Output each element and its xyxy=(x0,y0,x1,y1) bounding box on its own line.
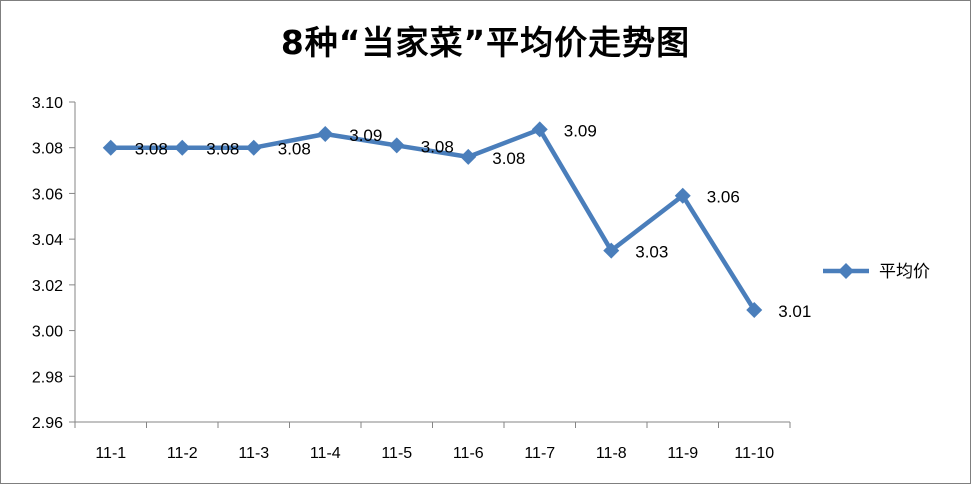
data-point xyxy=(674,187,691,204)
x-tick-label: 11-3 xyxy=(238,445,269,462)
data-label: 3.08 xyxy=(135,140,168,159)
y-tick-label: 2.98 xyxy=(32,369,63,386)
chart-title: 8种“当家菜”平均价走势图 xyxy=(280,23,691,62)
x-tick-label: 11-4 xyxy=(310,445,341,462)
x-tick-label: 11-6 xyxy=(453,445,484,462)
data-point xyxy=(102,139,119,156)
x-tick-label: 11-9 xyxy=(667,445,698,462)
y-tick-label: 3.04 xyxy=(32,232,63,249)
data-label: 3.09 xyxy=(349,126,382,145)
data-point xyxy=(245,139,262,156)
data-point xyxy=(388,137,405,154)
data-point xyxy=(460,148,477,165)
y-tick-label: 3.00 xyxy=(32,324,63,341)
data-label: 3.01 xyxy=(778,302,811,321)
y-tick-label: 2.96 xyxy=(32,415,63,432)
data-label: 3.08 xyxy=(206,140,239,159)
series-line xyxy=(110,127,757,312)
y-tick-label: 3.02 xyxy=(32,278,63,295)
x-tick-label: 11-7 xyxy=(524,445,555,462)
data-point xyxy=(531,121,548,138)
data-label: 3.06 xyxy=(707,188,740,207)
data-point xyxy=(174,139,191,156)
y-tick-label: 3.10 xyxy=(32,95,63,112)
data-point xyxy=(746,302,763,318)
x-tick-label: 11-2 xyxy=(167,445,198,462)
y-tick-label: 3.08 xyxy=(32,141,63,158)
x-tick-label: 11-10 xyxy=(734,445,774,462)
data-label: 3.08 xyxy=(278,140,311,159)
legend-marker xyxy=(838,263,854,279)
data-label: 3.09 xyxy=(564,121,597,140)
data-point xyxy=(603,242,620,259)
data-label: 3.08 xyxy=(492,149,525,168)
x-tick-label: 11-8 xyxy=(596,445,627,462)
x-tick-label: 11-5 xyxy=(381,445,412,462)
data-point xyxy=(317,126,334,142)
x-tick-label: 11-1 xyxy=(95,445,126,462)
data-label: 3.08 xyxy=(421,137,454,156)
y-tick-label: 3.06 xyxy=(32,186,63,203)
data-label: 3.03 xyxy=(635,243,668,262)
legend-label: 平均价 xyxy=(879,262,930,282)
